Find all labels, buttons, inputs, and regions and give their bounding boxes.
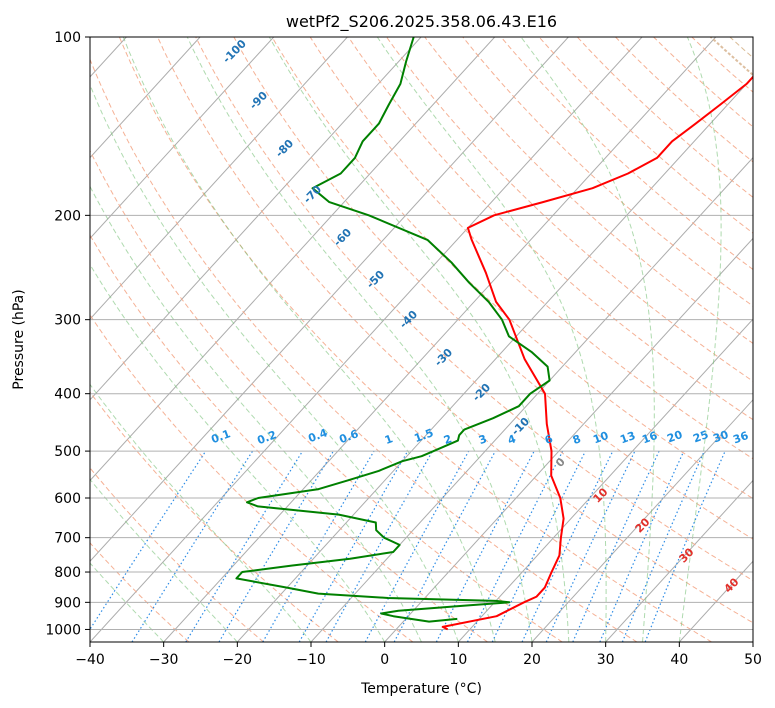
dry-adiabat-line [385, 37, 753, 382]
mixing-ratio-label: 0.4 [306, 426, 329, 445]
x-tick-label: −10 [296, 652, 326, 668]
isotherm-line [90, 37, 496, 482]
moist-adiabat-line [268, 37, 570, 642]
dry-adiabat-line [195, 37, 753, 582]
profile-series [235, 37, 753, 631]
mixing-ratio-label: 0.6 [337, 427, 360, 446]
mixing-ratio-line [90, 450, 207, 631]
moist-adiabat-line [90, 185, 422, 642]
mixing-ratio-label: 16 [640, 429, 659, 447]
y-tick-label: 200 [54, 208, 81, 224]
isotherm-line [531, 399, 753, 642]
moist-adiabat-line [90, 83, 459, 642]
mixing-ratio-label: 2 [442, 432, 454, 447]
x-tick-label: 30 [597, 652, 615, 668]
x-tick-label: −40 [75, 652, 105, 668]
mixing-ratio-label: 25 [691, 428, 710, 445]
moist-adiabat-line [90, 263, 386, 642]
isotherm-line [457, 318, 753, 642]
mixing-ratio-line [325, 450, 434, 642]
chart-title: wetPf2_S206.2025.358.06.43.E16 [286, 12, 557, 32]
mixing-ratio-line [599, 450, 685, 642]
isotherm-line [90, 37, 348, 320]
mixing-ratio-line [466, 450, 564, 642]
mixing-ratio-label: 1 [383, 432, 395, 447]
mixing-ratio-line [185, 450, 304, 642]
dry-adiabat-line [118, 37, 712, 642]
y-tick-label: 800 [54, 565, 81, 581]
mixing-ratio-label: 13 [618, 429, 637, 446]
mixing-ratio-label: 10 [591, 429, 610, 447]
moist-adiabat-line [678, 37, 722, 642]
mixing-ratio-label: 1.5 [412, 426, 435, 445]
y-tick-label: 700 [54, 531, 81, 547]
x-tick-label: 0 [380, 652, 389, 668]
mixing-ratio-label: 20 [665, 428, 684, 446]
mixing-ratio-line [393, 450, 496, 642]
moist-adiabat-line [186, 37, 533, 642]
dry-adiabat-line [233, 37, 753, 540]
mixing-ratio-label: 4 [506, 432, 518, 447]
temperature-profile-line [441, 75, 753, 631]
mixing-ratio-label: 30 [711, 428, 730, 446]
isotherm-line [90, 37, 643, 642]
y-tick-label: 300 [54, 313, 81, 329]
x-tick-label: 10 [449, 652, 467, 668]
dry-adiabat-line [90, 467, 264, 642]
mixing-ratio-label: 0.1 [209, 427, 232, 446]
moist-adiabat-line [90, 478, 238, 642]
plot-frame [89, 36, 754, 643]
x-axis-label: Temperature (°C) [360, 681, 482, 697]
mixing-ratio-line [621, 450, 705, 642]
x-tick-label: 40 [670, 652, 688, 668]
dry-adiabat-line [157, 37, 753, 624]
dewpoint-profile-line [235, 37, 551, 623]
x-tick-label: −20 [223, 652, 253, 668]
y-axis: 100 200 300 400 500 600 700 800 900 1000 [45, 30, 90, 638]
x-tick-label: 20 [523, 652, 541, 668]
y-axis-label: Pressure (hPa) [11, 289, 27, 389]
dry-adiabat-line [90, 58, 638, 642]
x-tick-label: 50 [744, 652, 762, 668]
mixing-ratio-label: 0.2 [255, 428, 278, 447]
isotherm-line [90, 37, 422, 401]
isotherm-line [605, 479, 753, 642]
x-axis: −40 −30 −20 −10 0 10 20 30 40 50 [75, 642, 762, 668]
mixing-ratio-label: 6 [543, 432, 555, 447]
mixing-ratio-line [572, 450, 660, 642]
x-tick-label: −30 [149, 652, 179, 668]
y-tick-label: 900 [54, 595, 81, 611]
y-tick-label: 400 [54, 387, 81, 403]
dry-adiabat-line [90, 149, 563, 642]
mixing-ratio-label: 36 [731, 429, 750, 447]
pressure-gridlines [90, 37, 753, 630]
mixing-ratio-label: 8 [571, 432, 583, 447]
mixing-ratio-line [131, 450, 254, 642]
isotherm-line [90, 37, 275, 240]
y-tick-label: 600 [54, 491, 81, 507]
y-tick-label: 100 [54, 30, 81, 46]
moist-adiabats [90, 37, 722, 642]
y-tick-label: 1000 [45, 622, 81, 638]
isotherm-line [90, 37, 569, 563]
moist-adiabat-line [376, 37, 607, 642]
isotherm-line [384, 237, 753, 642]
moist-adiabat-line [520, 37, 655, 642]
mixing-ratio-line [644, 450, 726, 642]
isotherm-line [163, 37, 717, 642]
mixing-ratio-line [364, 450, 470, 642]
mixing-ratio-label: 3 [477, 432, 489, 447]
isotherm-line [90, 37, 201, 159]
y-tick-label: 500 [54, 444, 81, 460]
moist-adiabat-line [90, 562, 165, 642]
mixing-ratio-lines [90, 450, 726, 642]
